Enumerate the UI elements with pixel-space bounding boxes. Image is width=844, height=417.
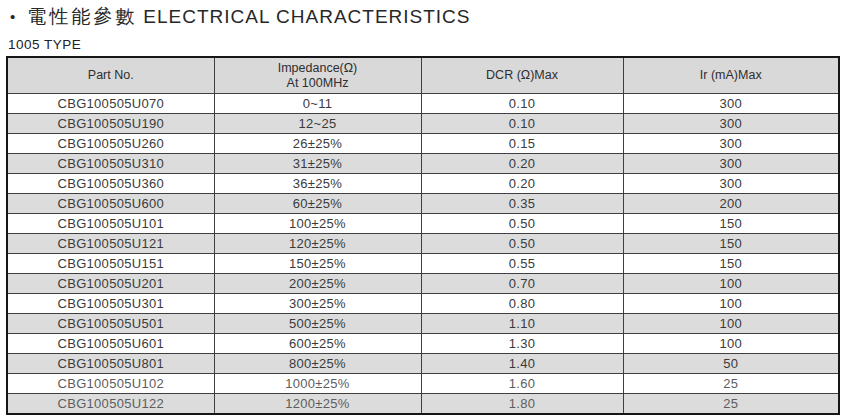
- table-row: CBG100505U121 120±25% 0.50 150: [7, 234, 839, 254]
- table-row: CBG100505U301 300±25% 0.80 100: [7, 294, 839, 314]
- impedance-header-line2: At 100MHz: [215, 76, 421, 91]
- dcr-cell: 0.10: [421, 94, 623, 114]
- dcr-cell: 1.10: [421, 314, 623, 334]
- impedance-cell: 300±25%: [214, 294, 421, 314]
- column-header-impedance: Impedance(Ω) At 100MHz: [214, 57, 421, 94]
- part-no-cell: CBG100505U201: [7, 274, 214, 294]
- part-no-cell: CBG100505U190: [7, 114, 214, 134]
- dcr-cell: 1.60: [421, 374, 623, 394]
- impedance-header-line1: Impedance(Ω): [215, 61, 421, 76]
- part-no-cell: CBG100505U102: [7, 374, 214, 394]
- dcr-cell: 0.20: [421, 174, 623, 194]
- table-row: CBG100505U601 600±25% 1.30 100: [7, 334, 839, 354]
- table-row: CBG100505U201 200±25% 0.70 100: [7, 274, 839, 294]
- impedance-cell: 1200±25%: [214, 394, 421, 415]
- ir-cell: 300: [623, 94, 839, 114]
- dcr-cell: 0.50: [421, 234, 623, 254]
- ir-cell: 100: [623, 314, 839, 334]
- section-title: • 電性能參數 ELECTRICAL CHARACTERISTICS: [0, 0, 844, 29]
- dcr-cell: 0.20: [421, 154, 623, 174]
- impedance-cell: 100±25%: [214, 214, 421, 234]
- ir-cell: 300: [623, 154, 839, 174]
- table-row: CBG100505U122 1200±25% 1.80 25: [7, 394, 839, 415]
- part-no-cell: CBG100505U101: [7, 214, 214, 234]
- ir-cell: 50: [623, 354, 839, 374]
- impedance-cell: 600±25%: [214, 334, 421, 354]
- type-label: 1005 TYPE: [0, 29, 844, 56]
- table-header: Part No. Impedance(Ω) At 100MHz DCR (Ω)M…: [7, 57, 839, 94]
- ir-cell: 200: [623, 194, 839, 214]
- section-title-english: ELECTRICAL CHARACTERISTICS: [143, 5, 470, 29]
- ir-cell: 150: [623, 234, 839, 254]
- impedance-cell: 1000±25%: [214, 374, 421, 394]
- table-body: CBG100505U070 0~11 0.10 300 CBG100505U19…: [7, 94, 839, 415]
- impedance-cell: 0~11: [214, 94, 421, 114]
- dcr-cell: 0.35: [421, 194, 623, 214]
- part-no-cell: CBG100505U122: [7, 394, 214, 415]
- electrical-characteristics-table: Part No. Impedance(Ω) At 100MHz DCR (Ω)M…: [6, 56, 840, 415]
- section-title-chinese: 電性能參數: [27, 5, 137, 29]
- table-row: CBG100505U070 0~11 0.10 300: [7, 94, 839, 114]
- table-row: CBG100505U600 60±25% 0.35 200: [7, 194, 839, 214]
- part-no-cell: CBG100505U600: [7, 194, 214, 214]
- part-no-cell: CBG100505U121: [7, 234, 214, 254]
- column-header-part-no: Part No.: [7, 57, 214, 94]
- table-row: CBG100505U102 1000±25% 1.60 25: [7, 374, 839, 394]
- ir-cell: 25: [623, 394, 839, 415]
- part-no-cell: CBG100505U310: [7, 154, 214, 174]
- part-no-cell: CBG100505U601: [7, 334, 214, 354]
- ir-cell: 25: [623, 374, 839, 394]
- ir-cell: 300: [623, 134, 839, 154]
- table-row: CBG100505U260 26±25% 0.15 300: [7, 134, 839, 154]
- ir-cell: 100: [623, 334, 839, 354]
- impedance-cell: 800±25%: [214, 354, 421, 374]
- table-row: CBG100505U190 12~25 0.10 300: [7, 114, 839, 134]
- dcr-cell: 0.70: [421, 274, 623, 294]
- ir-cell: 300: [623, 114, 839, 134]
- part-no-cell: CBG100505U260: [7, 134, 214, 154]
- impedance-cell: 60±25%: [214, 194, 421, 214]
- impedance-cell: 500±25%: [214, 314, 421, 334]
- table-header-row: Part No. Impedance(Ω) At 100MHz DCR (Ω)M…: [7, 57, 839, 94]
- table-row: CBG100505U360 36±25% 0.20 300: [7, 174, 839, 194]
- column-header-dcr: DCR (Ω)Max: [421, 57, 623, 94]
- table-row: CBG100505U801 800±25% 1.40 50: [7, 354, 839, 374]
- table-row: CBG100505U501 500±25% 1.10 100: [7, 314, 839, 334]
- dcr-cell: 1.40: [421, 354, 623, 374]
- ir-cell: 150: [623, 214, 839, 234]
- impedance-cell: 120±25%: [214, 234, 421, 254]
- dcr-cell: 0.15: [421, 134, 623, 154]
- table-row: CBG100505U151 150±25% 0.55 150: [7, 254, 839, 274]
- ir-cell: 300: [623, 174, 839, 194]
- impedance-cell: 150±25%: [214, 254, 421, 274]
- impedance-cell: 26±25%: [214, 134, 421, 154]
- part-no-cell: CBG100505U801: [7, 354, 214, 374]
- dcr-cell: 0.10: [421, 114, 623, 134]
- ir-cell: 150: [623, 254, 839, 274]
- dcr-cell: 1.80: [421, 394, 623, 415]
- dcr-cell: 0.50: [421, 214, 623, 234]
- bullet-icon: •: [10, 5, 15, 29]
- column-header-ir: Ir (mA)Max: [623, 57, 839, 94]
- impedance-cell: 200±25%: [214, 274, 421, 294]
- part-no-cell: CBG100505U301: [7, 294, 214, 314]
- impedance-cell: 31±25%: [214, 154, 421, 174]
- ir-cell: 100: [623, 294, 839, 314]
- part-no-cell: CBG100505U151: [7, 254, 214, 274]
- dcr-cell: 0.55: [421, 254, 623, 274]
- table-row: CBG100505U310 31±25% 0.20 300: [7, 154, 839, 174]
- dcr-cell: 1.30: [421, 334, 623, 354]
- ir-cell: 100: [623, 274, 839, 294]
- part-no-cell: CBG100505U360: [7, 174, 214, 194]
- table-row: CBG100505U101 100±25% 0.50 150: [7, 214, 839, 234]
- part-no-cell: CBG100505U070: [7, 94, 214, 114]
- impedance-cell: 12~25: [214, 114, 421, 134]
- impedance-cell: 36±25%: [214, 174, 421, 194]
- dcr-cell: 0.80: [421, 294, 623, 314]
- part-no-cell: CBG100505U501: [7, 314, 214, 334]
